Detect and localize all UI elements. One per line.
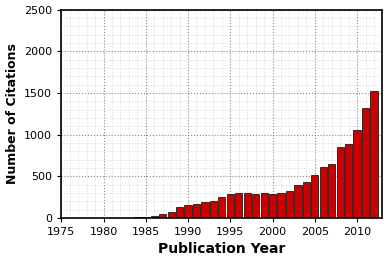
Bar — [328, 164, 335, 218]
Bar — [252, 194, 259, 218]
Bar — [227, 194, 234, 218]
Y-axis label: Number of Citations: Number of Citations — [5, 43, 19, 184]
Bar — [311, 175, 319, 218]
Bar — [277, 193, 285, 218]
Bar — [159, 214, 166, 218]
Bar — [269, 194, 276, 218]
Bar — [362, 108, 369, 218]
Bar — [218, 198, 225, 218]
Bar — [286, 191, 293, 218]
X-axis label: Publication Year: Publication Year — [158, 242, 286, 256]
Bar — [294, 184, 301, 218]
Bar — [168, 212, 175, 218]
Bar — [210, 201, 217, 218]
Bar — [151, 216, 158, 218]
Bar — [337, 147, 344, 218]
Bar — [193, 204, 200, 218]
Bar — [371, 91, 378, 218]
Bar — [345, 144, 352, 218]
Bar — [244, 193, 251, 218]
Bar — [320, 167, 327, 218]
Bar — [134, 217, 141, 218]
Bar — [201, 203, 208, 218]
Bar — [353, 129, 361, 218]
Bar — [176, 208, 183, 218]
Bar — [260, 193, 268, 218]
Bar — [142, 217, 149, 218]
Bar — [235, 193, 242, 218]
Bar — [184, 205, 192, 218]
Bar — [303, 182, 310, 218]
